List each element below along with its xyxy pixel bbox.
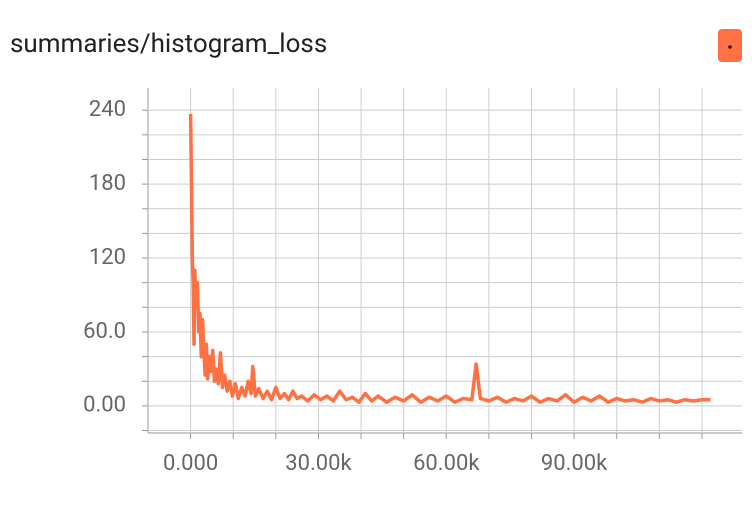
x-tick-label: 30.00k xyxy=(285,451,352,476)
button-dot xyxy=(728,45,732,49)
y-tick-label: 60.0 xyxy=(83,319,126,344)
x-tick-label: 60.00k xyxy=(413,451,480,476)
x-tick-label: 0.000 xyxy=(163,451,218,476)
y-tick-label: 240 xyxy=(89,97,126,122)
loss-line xyxy=(188,113,711,404)
x-tick-label: 90.00k xyxy=(541,451,608,476)
y-tick-label: 120 xyxy=(89,245,126,270)
expand-button[interactable] xyxy=(718,29,742,62)
chart-title: summaries/histogram_loss xyxy=(10,29,327,59)
y-tick-label: 180 xyxy=(89,171,126,196)
y-tick-label: 0.00 xyxy=(83,393,126,418)
